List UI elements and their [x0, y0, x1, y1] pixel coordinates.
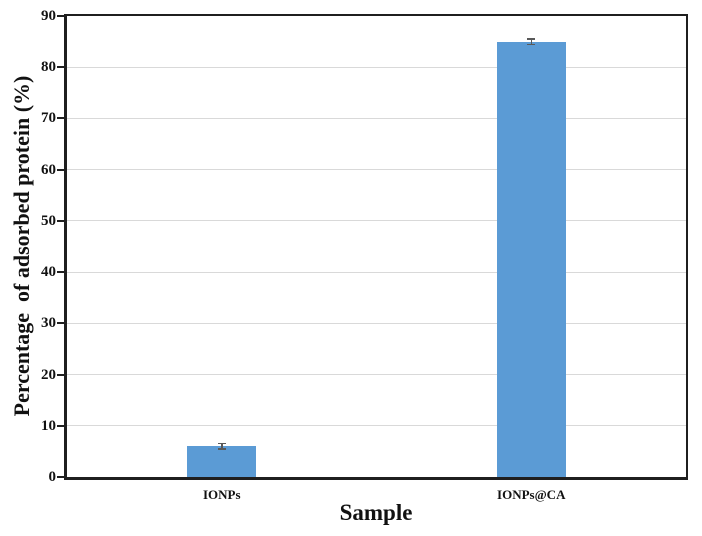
bar-ionps-ca	[496, 41, 566, 477]
y-tick-label: 90	[41, 8, 56, 24]
y-axis-tick	[57, 15, 64, 17]
error-bar-cap-top	[527, 38, 536, 40]
x-tick-label: IONPs	[202, 487, 241, 502]
y-tick-label: 10	[41, 417, 56, 434]
gridline	[67, 374, 686, 376]
y-tick-label: 30	[41, 315, 56, 332]
gridline	[67, 169, 686, 171]
y-axis-tick	[57, 219, 64, 222]
error-bar-cap-bottom	[527, 43, 536, 46]
bar-ionps	[187, 446, 257, 477]
gridline	[67, 117, 686, 119]
gridline	[67, 66, 686, 68]
y-axis-tick	[57, 476, 64, 478]
y-tick-label: 60	[41, 161, 56, 178]
plot-area	[64, 14, 688, 480]
x-tick-label: IONPs@CA	[497, 487, 566, 502]
error-bar-stem	[221, 443, 223, 449]
error-bar-stem	[530, 39, 532, 45]
gridline	[67, 322, 686, 324]
gridline	[67, 271, 686, 273]
y-axis-tick	[57, 271, 64, 274]
y-tick-label: 50	[41, 212, 56, 229]
y-tick-label: 40	[41, 264, 56, 281]
gridline	[67, 425, 686, 427]
error-bar-cap-top	[217, 442, 226, 445]
y-axis-tick	[57, 373, 64, 376]
y-axis-tick	[57, 117, 64, 120]
y-tick-label: 70	[41, 110, 56, 127]
x-axis-title: Sample	[339, 500, 413, 525]
error-bar-cap-bottom	[217, 448, 226, 450]
y-tick-label: 0	[48, 469, 57, 485]
y-axis-tick	[57, 322, 64, 325]
y-axis-tick	[57, 424, 64, 427]
y-tick-label: 20	[41, 366, 56, 383]
y-axis-tick	[57, 66, 64, 69]
y-axis-tick	[57, 168, 64, 171]
y-tick-label: 80	[41, 59, 56, 76]
gridline	[67, 220, 686, 222]
